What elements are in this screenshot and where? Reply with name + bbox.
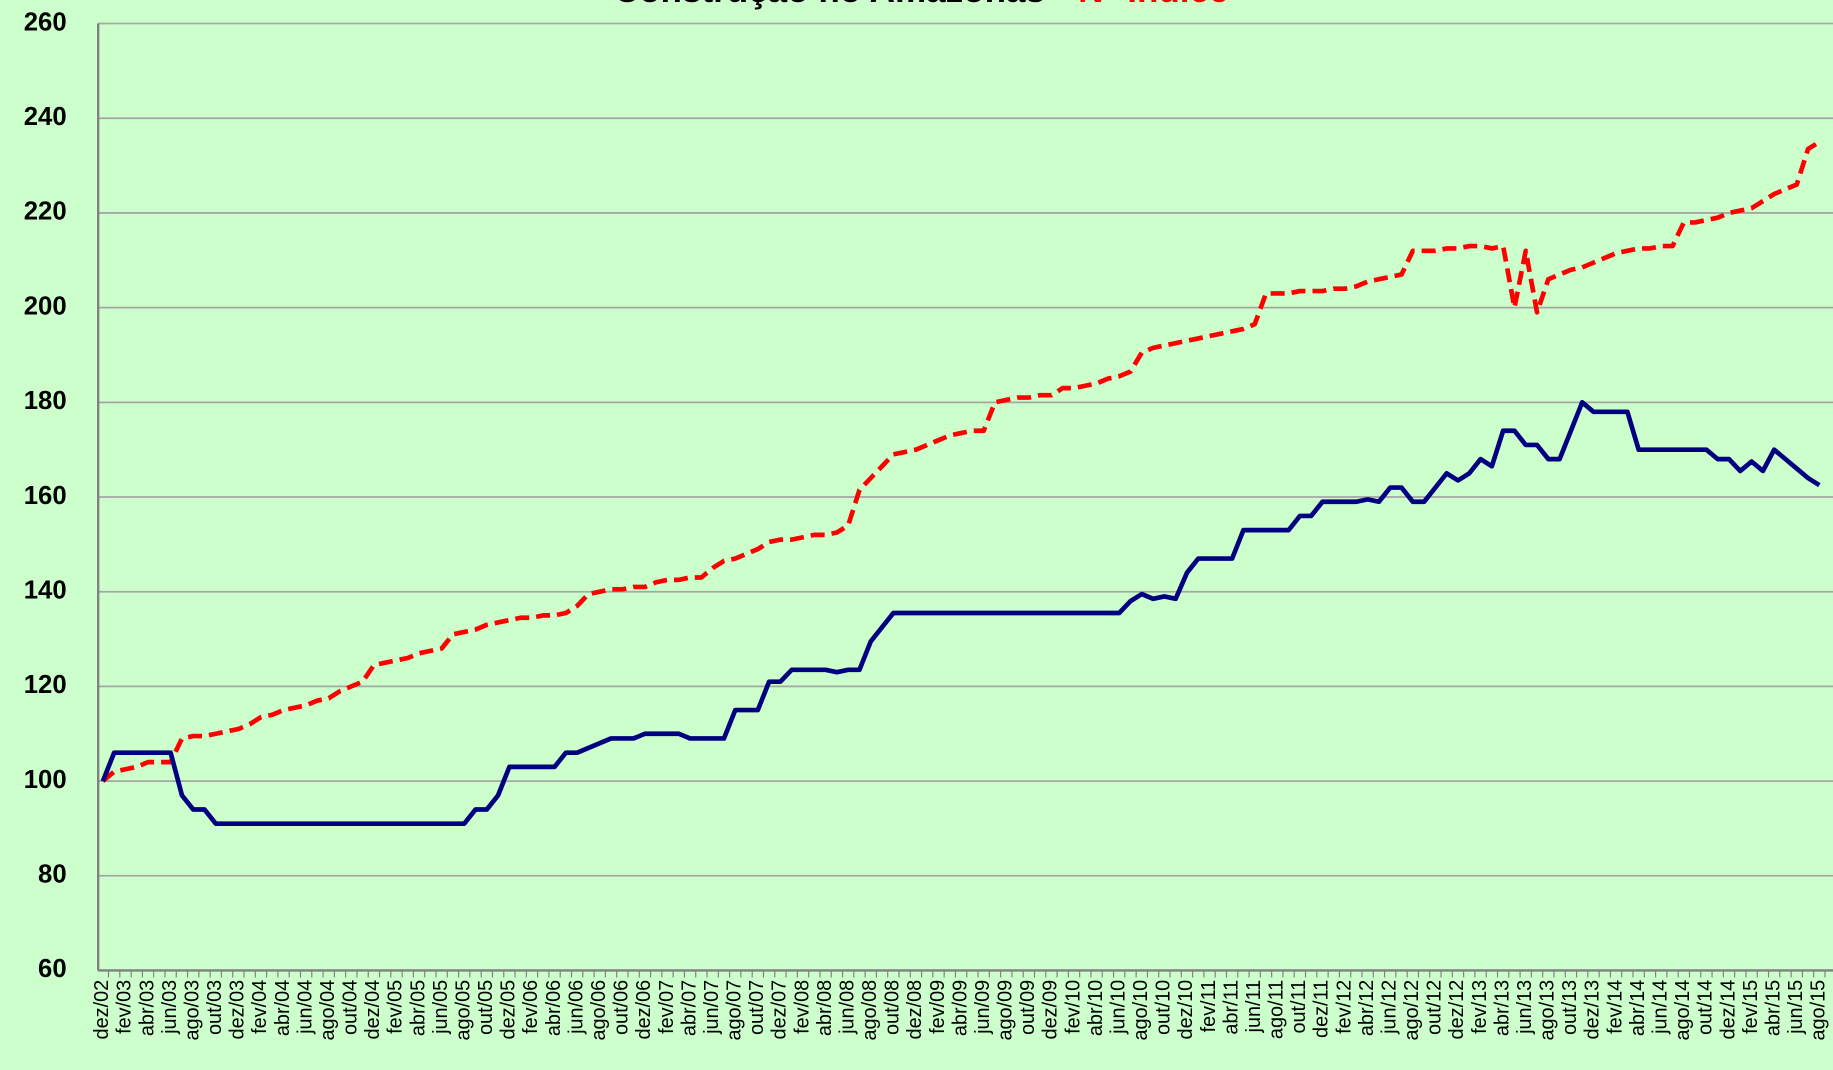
- x-tick-label: ago/12: [1401, 980, 1423, 1041]
- x-tick-label: abr/04: [272, 980, 294, 1036]
- x-tick-label: fev/11: [1198, 980, 1220, 1033]
- x-tick-label: out/11: [1288, 980, 1310, 1034]
- x-tick-label: dez/11: [1311, 980, 1333, 1038]
- y-tick-label: 260: [24, 8, 67, 36]
- x-tick-label: dez/09: [1040, 980, 1062, 1040]
- x-tick-label: out/03: [204, 980, 226, 1035]
- chart-title: Construção no Amazonas - N° Índice: [614, 0, 1229, 10]
- x-tick-label: ago/06: [588, 980, 610, 1041]
- x-tick-label: jun/05: [430, 980, 452, 1035]
- y-tick-label: 80: [38, 861, 67, 889]
- x-tick-label: ago/15: [1808, 980, 1830, 1041]
- x-tick-label: out/13: [1559, 980, 1581, 1035]
- x-tick-label: jun/09: [972, 980, 994, 1035]
- x-tick-label: ago/11: [1266, 980, 1288, 1039]
- x-tick-label: dez/05: [498, 980, 520, 1040]
- x-tick-label: abr/13: [1491, 980, 1513, 1036]
- x-tick-label: abr/15: [1762, 980, 1784, 1036]
- x-tick-label: dez/08: [904, 980, 926, 1040]
- x-tick-label: ago/03: [181, 980, 203, 1041]
- line-series: [101, 139, 1821, 783]
- x-tick-label: abr/10: [1085, 980, 1107, 1036]
- x-tick-label: fev/06: [520, 980, 542, 1034]
- x-tick-label: fev/12: [1333, 980, 1355, 1034]
- x-tick-label: jun/06: [565, 980, 587, 1035]
- x-tick-label: fev/07: [656, 980, 678, 1034]
- x-tick-label: ago/13: [1537, 980, 1559, 1041]
- x-tick-label: dez/14: [1717, 980, 1739, 1040]
- x-tick-label: abr/06: [543, 980, 565, 1036]
- x-tick-label: out/14: [1695, 980, 1717, 1035]
- x-tick-label: jun/08: [836, 980, 858, 1035]
- x-tick-label: jun/10: [1107, 980, 1129, 1035]
- x-tick-label: out/07: [746, 980, 768, 1035]
- x-tick-label: jun/04: [294, 980, 316, 1035]
- y-tick-label: 220: [24, 198, 67, 226]
- line-series: [100, 399, 1821, 827]
- x-tick-label: abr/12: [1356, 980, 1378, 1036]
- x-tick-label: jun/03: [159, 980, 181, 1035]
- x-tick-label: abr/05: [407, 980, 429, 1036]
- x-tick-label: fev/08: [791, 980, 813, 1034]
- title-part: Construção no Amazonas -: [614, 0, 1067, 10]
- x-tick-label: ago/09: [995, 980, 1017, 1041]
- x-tick-label: jun/12: [1378, 980, 1400, 1035]
- x-tick-label: abr/03: [136, 980, 158, 1036]
- title-part: N° Índice: [1078, 0, 1228, 10]
- x-tick-label: out/12: [1424, 980, 1446, 1035]
- x-tick-label: fev/14: [1604, 980, 1626, 1034]
- y-tick-label: 100: [24, 766, 67, 794]
- x-tick-label: abr/11: [1220, 980, 1242, 1035]
- x-tick-label: ago/14: [1672, 980, 1694, 1041]
- x-tick-label: fev/09: [927, 980, 949, 1034]
- x-tick-label: ago/10: [1130, 980, 1152, 1041]
- y-tick-label: 120: [24, 671, 67, 699]
- y-tick-label: 200: [24, 292, 67, 320]
- x-tick-label: ago/04: [317, 980, 339, 1041]
- x-tick-label: dez/02: [91, 980, 113, 1040]
- y-tick-label: 240: [24, 103, 67, 131]
- x-tick-label: fev/10: [1062, 980, 1084, 1034]
- x-tick-label: out/05: [475, 980, 497, 1035]
- y-tick-label: 60: [38, 955, 67, 983]
- x-tick-label: ago/05: [452, 980, 474, 1041]
- y-tick-label: 160: [24, 482, 67, 510]
- x-tick-label: dez/03: [227, 980, 249, 1040]
- x-tick-label: dez/04: [362, 980, 384, 1040]
- x-tick-label: out/09: [1017, 980, 1039, 1035]
- x-tick-label: fev/03: [114, 980, 136, 1034]
- y-tick-label: 140: [24, 576, 67, 604]
- x-tick-label: abr/09: [949, 980, 971, 1036]
- x-tick-label: fev/13: [1469, 980, 1491, 1034]
- x-tick-label: jun/07: [701, 980, 723, 1035]
- x-tick-label: ago/08: [859, 980, 881, 1041]
- x-tick-label: out/04: [340, 980, 362, 1035]
- x-tick-label: jun/13: [1514, 980, 1536, 1035]
- x-tick-label: abr/14: [1627, 980, 1649, 1036]
- y-tick-label: 180: [24, 387, 67, 415]
- x-tick-label: fev/15: [1740, 980, 1762, 1034]
- x-tick-label: abr/07: [678, 980, 700, 1036]
- x-tick-label: jun/15: [1785, 980, 1807, 1035]
- x-tick-label: fev/05: [385, 980, 407, 1034]
- x-tick-label: dez/12: [1446, 980, 1468, 1040]
- x-tick-label: dez/06: [633, 980, 655, 1040]
- x-tick-label: dez/10: [1175, 980, 1197, 1040]
- x-tick-label: jun/11: [1243, 980, 1265, 1034]
- x-tick-label: abr/08: [814, 980, 836, 1036]
- x-tick-label: dez/13: [1582, 980, 1604, 1040]
- x-tick-label: jun/14: [1649, 980, 1671, 1035]
- x-tick-label: out/06: [611, 980, 633, 1035]
- x-tick-label: ago/07: [724, 980, 746, 1041]
- x-tick-label: fev/04: [249, 980, 271, 1034]
- x-tick-label: out/08: [882, 980, 904, 1035]
- x-tick-label: out/10: [1153, 980, 1175, 1035]
- x-tick-label: dez/07: [769, 980, 791, 1040]
